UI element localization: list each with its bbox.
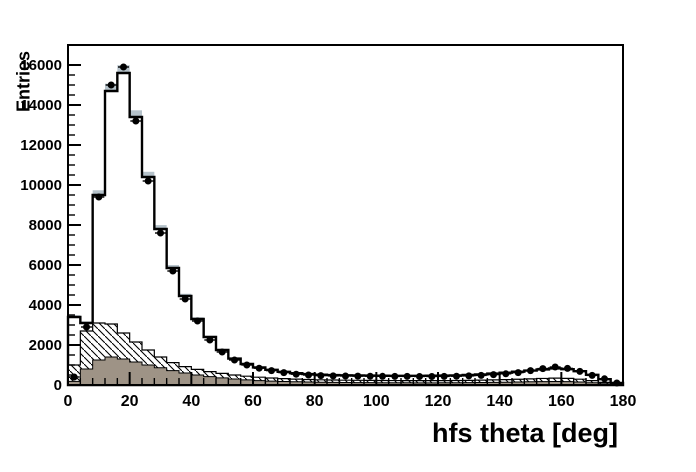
svg-text:160: 160 [548,393,575,410]
svg-text:120: 120 [425,393,452,410]
y-axis-title: Entries [13,50,34,113]
svg-text:4000: 4000 [29,297,62,314]
svg-text:10000: 10000 [20,177,62,194]
svg-text:20: 20 [121,393,139,410]
svg-text:14000: 14000 [20,97,62,114]
svg-text:8000: 8000 [29,217,62,234]
x-axis-title: hfs theta [deg] [432,418,618,448]
mc-total-histogram [66,71,625,387]
svg-text:2000: 2000 [29,337,62,354]
svg-text:180: 180 [610,393,637,410]
svg-text:80: 80 [306,393,324,410]
x-axis: 0 20 40 60 80 100 120 140 160 180 [64,372,637,410]
svg-text:12000: 12000 [20,137,62,154]
svg-text:140: 140 [486,393,513,410]
y-axis: 0 2000 4000 6000 8000 10000 12000 14000 16000 [20,57,81,394]
svg-text:40: 40 [182,393,200,410]
svg-text:60: 60 [244,393,262,410]
svg-text:0: 0 [64,393,73,410]
svg-text:0: 0 [54,377,62,394]
svg-text:16000: 16000 [20,57,62,74]
data-points [68,63,623,387]
svg-text:100: 100 [363,393,390,410]
svg-text:6000: 6000 [29,257,62,274]
